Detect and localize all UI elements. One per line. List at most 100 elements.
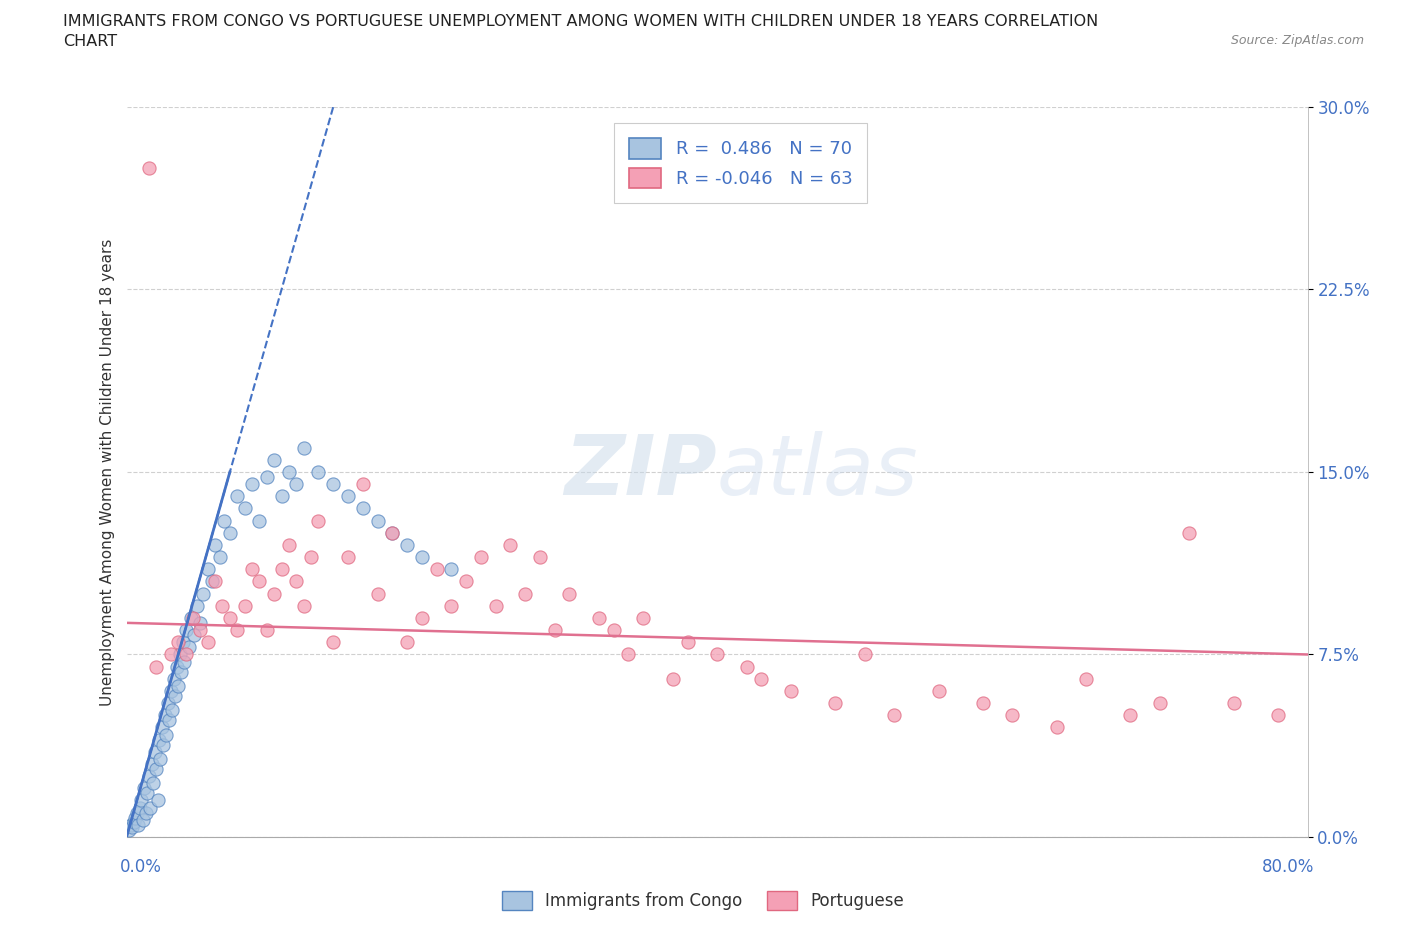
Point: [163, 671, 186, 686]
Point: [1076, 671, 1098, 686]
Point: [485, 598, 508, 613]
Point: [299, 550, 322, 565]
Point: [1178, 525, 1201, 540]
Text: CHART: CHART: [63, 34, 117, 49]
Point: [824, 696, 846, 711]
Point: [633, 611, 655, 626]
Point: [211, 598, 233, 613]
Point: [136, 786, 159, 801]
Point: [515, 586, 537, 601]
Point: [142, 776, 165, 790]
Point: [278, 465, 301, 480]
Point: [204, 574, 226, 589]
Point: [183, 628, 205, 643]
Point: [308, 513, 330, 528]
Point: [219, 525, 242, 540]
Text: atlas: atlas: [717, 432, 918, 512]
Point: [132, 813, 155, 828]
Point: [278, 538, 301, 552]
Point: [208, 550, 231, 565]
Text: 80.0%: 80.0%: [1263, 857, 1315, 876]
Point: [143, 744, 166, 759]
Point: [544, 623, 567, 638]
Point: [156, 696, 179, 711]
Point: [212, 513, 235, 528]
Point: [197, 635, 219, 650]
Point: [263, 452, 285, 467]
Point: [167, 679, 190, 694]
Point: [226, 489, 249, 504]
Point: [396, 635, 419, 650]
Point: [617, 647, 640, 662]
Y-axis label: Unemployment Among Women with Children Under 18 years: Unemployment Among Women with Children U…: [100, 238, 115, 706]
Point: [148, 732, 170, 747]
Point: [173, 655, 195, 670]
Point: [145, 659, 167, 674]
Point: [352, 501, 374, 516]
Point: [197, 562, 219, 577]
Point: [157, 712, 180, 727]
Point: [367, 586, 389, 601]
Point: [381, 525, 404, 540]
Point: [1046, 720, 1069, 735]
Point: [352, 477, 374, 492]
Point: [1149, 696, 1171, 711]
Legend: R =  0.486   N = 70, R = -0.046   N = 63: R = 0.486 N = 70, R = -0.046 N = 63: [614, 124, 868, 203]
Point: [440, 562, 463, 577]
Point: [1119, 708, 1142, 723]
Point: [204, 538, 226, 552]
Point: [125, 805, 148, 820]
Point: [285, 574, 308, 589]
Point: [170, 664, 193, 679]
Point: [141, 757, 163, 772]
Point: [751, 671, 773, 686]
Point: [270, 562, 292, 577]
Point: [322, 635, 344, 650]
Point: [292, 598, 315, 613]
Point: [256, 470, 278, 485]
Point: [456, 574, 478, 589]
Point: [124, 810, 146, 825]
Legend: Immigrants from Congo, Portuguese: Immigrants from Congo, Portuguese: [495, 884, 911, 917]
Point: [233, 501, 256, 516]
Point: [411, 550, 433, 565]
Point: [972, 696, 994, 711]
Point: [603, 623, 626, 638]
Point: [201, 574, 224, 589]
Point: [166, 659, 188, 674]
Point: [188, 623, 212, 638]
Point: [138, 769, 160, 784]
Point: [145, 762, 167, 777]
Point: [167, 635, 190, 650]
Point: [440, 598, 463, 613]
Point: [146, 793, 169, 808]
Point: [558, 586, 581, 601]
Point: [118, 822, 141, 837]
Point: [381, 525, 404, 540]
Point: [470, 550, 492, 565]
Point: [411, 611, 433, 626]
Point: [285, 477, 308, 492]
Point: [292, 440, 315, 455]
Point: [337, 550, 360, 565]
Point: [263, 586, 285, 601]
Point: [396, 538, 419, 552]
Point: [120, 817, 142, 832]
Point: [169, 647, 191, 662]
Point: [662, 671, 685, 686]
Point: [853, 647, 876, 662]
Point: [181, 611, 204, 626]
Point: [676, 635, 699, 650]
Point: [256, 623, 278, 638]
Point: [337, 489, 360, 504]
Point: [249, 574, 271, 589]
Point: [122, 815, 145, 830]
Point: [172, 635, 194, 650]
Point: [928, 684, 950, 698]
Point: [883, 708, 905, 723]
Point: [499, 538, 522, 552]
Point: [735, 659, 758, 674]
Point: [1001, 708, 1024, 723]
Point: [780, 684, 803, 698]
Point: [134, 781, 156, 796]
